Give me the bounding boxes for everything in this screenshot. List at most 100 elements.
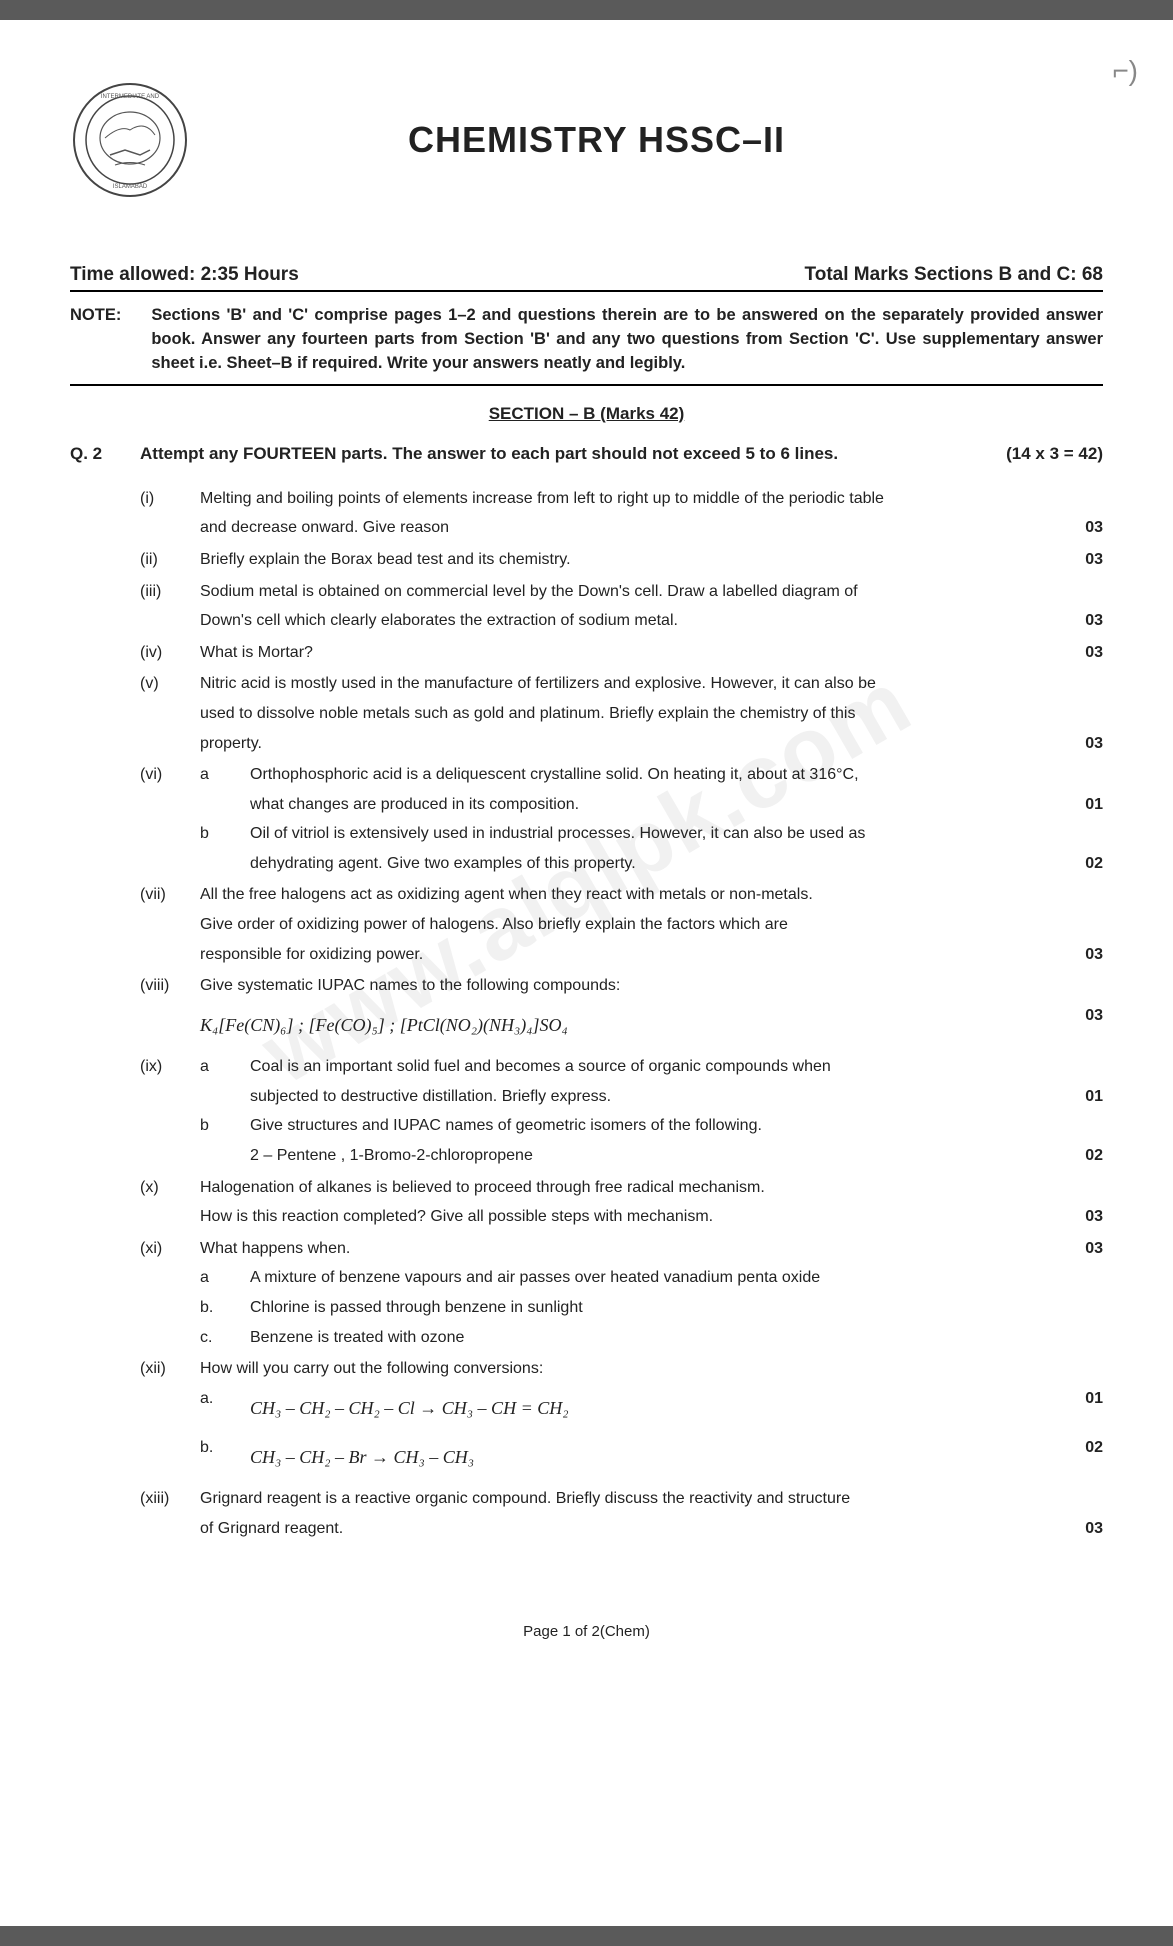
part-marks: 03	[1073, 545, 1103, 575]
part-row: (iv)What is Mortar?03	[140, 638, 1103, 668]
part-marks: 03	[1073, 1234, 1103, 1264]
part-text: All the free halogens act as oxidizing a…	[200, 880, 1053, 910]
part-row: (xiii)Grignard reagent is a reactive org…	[140, 1484, 1103, 1543]
meta-row: Time allowed: 2:35 Hours Total Marks Sec…	[70, 260, 1103, 292]
part-text: How is this reaction completed? Give all…	[200, 1202, 1053, 1232]
part-row: (xi) What happens when. 03aA mixture of be…	[140, 1234, 1103, 1352]
part-row: (x) Halogenation of alkanes is believed t…	[140, 1173, 1103, 1232]
question-header: Q. 2 Attempt any FOURTEEN parts. The ans…	[70, 444, 1103, 464]
part-text: Benzene is treated with ozone	[250, 1323, 1053, 1353]
part-row: (iii)Sodium metal is obtained on commerc…	[140, 577, 1103, 636]
part-marks	[1073, 760, 1103, 790]
q-label: Q. 2	[70, 444, 120, 464]
part-marks	[1073, 1111, 1103, 1141]
part-body: Briefly explain the Borax bead test and …	[200, 545, 1103, 575]
part-marks	[1073, 819, 1103, 849]
part-text: A mixture of benzene vapours and air pas…	[250, 1263, 1053, 1293]
part-body: Grignard reagent is a reactive organic c…	[200, 1484, 1103, 1543]
part-text: What is Mortar?	[200, 638, 1053, 668]
part-row: (i)Melting and boiling points of element…	[140, 484, 1103, 543]
parts-list: (i)Melting and boiling points of element…	[70, 484, 1103, 1544]
part-num: (vii)	[140, 880, 185, 969]
sub-body: CH₃ – CH₂ – Br → CH₃ – CH₃ 02	[250, 1433, 1103, 1482]
part-row: (vi) a Orthophosphoric acid is a deliquesc…	[140, 760, 1103, 878]
part-marks	[1073, 1293, 1103, 1323]
sub-body: Give structures and IUPAC names of geome…	[250, 1111, 1103, 1170]
formula: CH₃ – CH₂ – CH₂ – Cl → CH₃ – CH = CH₂	[250, 1384, 1053, 1433]
sub-label: b	[200, 819, 235, 878]
sub-row: c. Benzene is treated with ozone	[200, 1323, 1103, 1353]
sub-body: Orthophosphoric acid is a deliquescent c…	[250, 760, 1103, 819]
corner-mark: ⌐)	[1112, 55, 1138, 87]
part-marks	[1073, 1173, 1103, 1203]
part-marks	[1073, 577, 1103, 607]
sub-body: A mixture of benzene vapours and air pas…	[250, 1263, 1103, 1293]
part-text: of Grignard reagent.	[200, 1514, 1053, 1544]
part-marks: 02	[1073, 1141, 1103, 1171]
part-num: (xii)	[140, 1354, 185, 1482]
sub-body: CH₃ – CH₂ – CH₂ – Cl → CH₃ – CH = CH₂01	[250, 1384, 1103, 1433]
part-marks: 01	[1073, 1082, 1103, 1112]
part-marks: 03	[1073, 1202, 1103, 1232]
part-text: responsible for oxidizing power.	[200, 940, 1053, 970]
part-marks: 02	[1073, 1433, 1103, 1482]
sub-body: Benzene is treated with ozone	[250, 1323, 1103, 1353]
part-num: (vi)	[140, 760, 185, 878]
q-text: Attempt any FOURTEEN parts. The answer t…	[140, 444, 986, 464]
part-marks	[1073, 1354, 1103, 1384]
part-text: What happens when.	[200, 1234, 1053, 1264]
part-num: (xi)	[140, 1234, 185, 1352]
sub-row: b.Chlorine is passed through benzene in …	[200, 1293, 1103, 1323]
total-marks: Total Marks Sections B and C: 68	[805, 264, 1103, 286]
part-text: Oil of vitriol is extensively used in in…	[250, 819, 1053, 849]
part-num: (x)	[140, 1173, 185, 1232]
sub-body: Coal is an important solid fuel and beco…	[250, 1052, 1103, 1111]
note-row: NOTE: Sections 'B' and 'C' comprise page…	[70, 296, 1103, 386]
svg-text:INTERMEDIATE AND: INTERMEDIATE AND	[101, 94, 160, 100]
part-body: a Orthophosphoric acid is a deliquescent …	[200, 760, 1103, 878]
part-body: Halogenation of alkanes is believed to p…	[200, 1173, 1103, 1232]
part-marks	[1073, 1323, 1103, 1353]
section-title: SECTION – B (Marks 42)	[70, 404, 1103, 424]
part-num: (iv)	[140, 638, 185, 668]
part-row: (vii) All the free halogens act as oxidiz…	[140, 880, 1103, 969]
sub-row: aA mixture of benzene vapours and air pa…	[200, 1263, 1103, 1293]
part-marks	[1073, 880, 1103, 910]
part-body: All the free halogens act as oxidizing a…	[200, 880, 1103, 969]
part-text: used to dissolve noble metals such as go…	[200, 699, 1053, 729]
sub-label: b	[200, 1111, 235, 1170]
part-text: Briefly explain the Borax bead test and …	[200, 545, 1053, 575]
part-num: (ix)	[140, 1052, 185, 1170]
part-marks	[1073, 699, 1103, 729]
part-row: (xii) How will you carry out the followin…	[140, 1354, 1103, 1482]
sub-label: c.	[200, 1323, 235, 1353]
part-marks: 03	[1073, 940, 1103, 970]
part-num: (v)	[140, 669, 185, 758]
board-logo: INTERMEDIATE AND ISLAMABAD	[70, 80, 190, 200]
part-text: How will you carry out the following con…	[200, 1354, 1053, 1384]
part-text: Chlorine is passed through benzene in su…	[250, 1293, 1053, 1323]
exam-page: ⌐) www.alqlpk.com INTERMEDIATE AND ISLAM…	[0, 20, 1173, 1926]
part-marks	[1073, 1052, 1103, 1082]
sub-row: b Oil of vitriol is extensively used in i…	[200, 819, 1103, 878]
sub-row: aCoal is an important solid fuel and bec…	[200, 1052, 1103, 1111]
part-text: subjected to destructive distillation. B…	[250, 1082, 1053, 1112]
sub-row: b Give structures and IUPAC names of geom…	[200, 1111, 1103, 1170]
part-text: Nitric acid is mostly used in the manufa…	[200, 669, 1053, 699]
part-marks: 03	[1073, 606, 1103, 636]
sub-label: a	[200, 760, 235, 819]
part-marks: 02	[1073, 849, 1103, 879]
svg-text:ISLAMABAD: ISLAMABAD	[113, 184, 148, 190]
part-row: (ix) aCoal is an important solid fuel and…	[140, 1052, 1103, 1170]
part-body: Nitric acid is mostly used in the manufa…	[200, 669, 1103, 758]
part-row: (v) Nitric acid is mostly used in the man…	[140, 669, 1103, 758]
part-text: Grignard reagent is a reactive organic c…	[200, 1484, 1053, 1514]
part-marks: 03	[1073, 1514, 1103, 1544]
time-allowed: Time allowed: 2:35 Hours	[70, 264, 299, 286]
part-text: Give systematic IUPAC names to the follo…	[200, 971, 1053, 1001]
part-num: (iii)	[140, 577, 185, 636]
formula: CH₃ – CH₂ – Br → CH₃ – CH₃	[250, 1433, 1053, 1482]
part-num: (i)	[140, 484, 185, 543]
part-text: Orthophosphoric acid is a deliquescent c…	[250, 760, 1053, 790]
part-marks	[1073, 1263, 1103, 1293]
